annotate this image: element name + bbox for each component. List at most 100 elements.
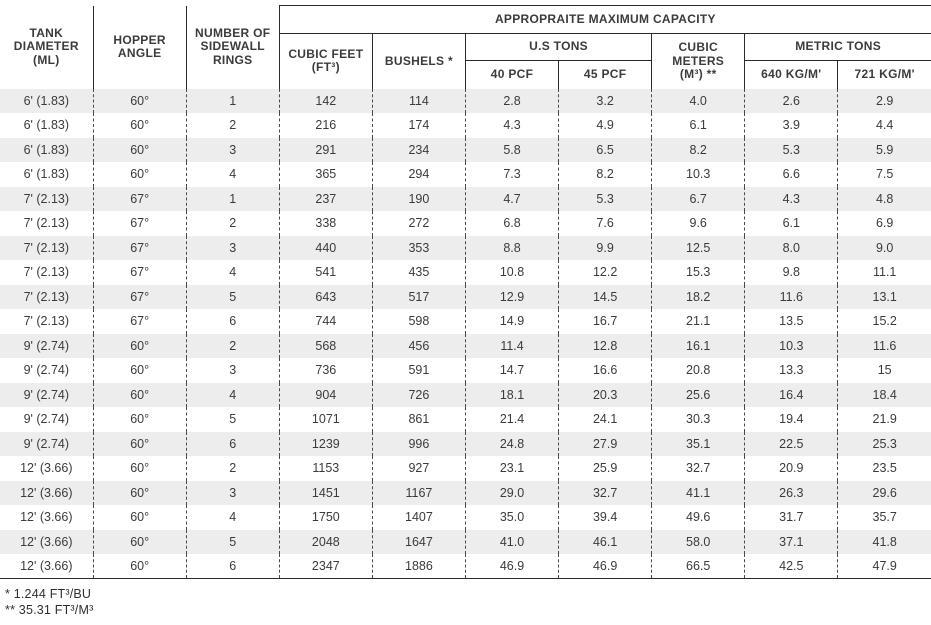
table-cell: 19.4 <box>744 407 838 432</box>
table-cell: 46.9 <box>558 554 652 579</box>
table-cell: 5.9 <box>837 137 931 162</box>
footnotes: * 1.244 FT³/BU ** 35.31 FT³/M³ <box>0 586 931 618</box>
table-cell: 60° <box>92 480 187 505</box>
table-cell: 1 <box>185 186 280 211</box>
header-hopper-angle: HOPPER ANGLE <box>92 5 187 89</box>
header-bushels: BUSHELS * <box>371 33 466 89</box>
capacity-table: TANK DIAMETER (ML) HOPPER ANGLE NUMBER O… <box>0 5 931 579</box>
table-row: 7' (2.13) 67° 4 541 435 10.8 12.2 15.3 9.8 11.1 <box>0 260 931 285</box>
table-cell: 4 <box>185 162 280 187</box>
table-cell: 8.2 <box>558 162 652 187</box>
table-cell: 6.7 <box>651 186 745 211</box>
table-cell: 42.5 <box>744 554 838 579</box>
table-cell: 6.6 <box>744 162 838 187</box>
table-cell: 1153 <box>278 456 373 481</box>
header-640-kg: 640 KG/M' <box>744 60 838 89</box>
table-cell: 2 <box>185 113 280 138</box>
table-cell: 12.5 <box>651 235 745 260</box>
capacity-table-page: TANK DIAMETER (ML) HOPPER ANGLE NUMBER O… <box>0 5 931 625</box>
table-cell: 6 <box>185 309 280 334</box>
table-cell: 18.4 <box>837 382 931 407</box>
table-cell: 174 <box>371 113 466 138</box>
table-cell: 744 <box>278 309 373 334</box>
table-cell: 12' (3.66) <box>0 554 94 579</box>
table-cell: 4.0 <box>651 88 745 113</box>
table-cell: 2.6 <box>744 88 838 113</box>
table-cell: 9.9 <box>558 235 652 260</box>
table-cell: 1647 <box>371 529 466 554</box>
table-cell: 927 <box>371 456 466 481</box>
table-row: 9' (2.74) 60° 5 1071 861 21.4 24.1 30.3 19.4 21.9 <box>0 407 931 432</box>
table-cell: 6.9 <box>837 211 931 236</box>
table-cell: 541 <box>278 260 373 285</box>
table-cell: 67° <box>92 309 187 334</box>
table-cell: 60° <box>92 431 187 456</box>
table-cell: 736 <box>278 358 373 383</box>
table-cell: 13.5 <box>744 309 838 334</box>
header-tank-diameter: TANK DIAMETER (ML) <box>0 5 94 89</box>
table-cell: 31.7 <box>744 505 838 530</box>
table-cell: 41.1 <box>651 480 745 505</box>
table-cell: 4 <box>185 260 280 285</box>
table-cell: 12' (3.66) <box>20 534 73 549</box>
table-row: 12' (3.66) 60° 3 1451 1167 29.0 32.7 41.1 26.3 29… <box>0 480 931 505</box>
table-cell: 861 <box>371 407 466 432</box>
table-cell: 2 <box>185 333 280 358</box>
table-cell: 13.3 <box>744 358 838 383</box>
table-cell: 4 <box>185 382 280 407</box>
table-cell: 4.9 <box>558 113 652 138</box>
table-cell: 294 <box>371 162 466 187</box>
table-row: 9' (2.74) 60° 3 736 591 14.7 16.6 20.8 13.3 15 <box>0 358 931 383</box>
table-row: 7' (2.13) 67° 3 440 353 8.8 9.9 12.5 8.0 9.0 <box>0 235 931 260</box>
table-cell: 24.1 <box>558 407 652 432</box>
table-cell: 25.6 <box>651 382 745 407</box>
table-cell: 11.4 <box>464 333 559 358</box>
table-cell: 1407 <box>371 505 466 530</box>
table-cell: 60° <box>92 358 187 383</box>
table-cell: 14.5 <box>558 284 652 309</box>
table-cell: 6.1 <box>651 113 745 138</box>
header-45-pcf: 45 PCF <box>558 60 652 89</box>
table-cell: 23.1 <box>464 456 559 481</box>
table-cell: 29.6 <box>837 480 931 505</box>
table-cell: 25.3 <box>837 431 931 456</box>
table-cell: 9' (2.74) <box>23 363 70 378</box>
table-cell: 32.7 <box>558 480 652 505</box>
table-cell: 6' (1.83) <box>23 118 70 133</box>
table-cell: 435 <box>371 260 466 285</box>
table-cell: 60° <box>92 554 187 579</box>
table-cell: 272 <box>371 211 466 236</box>
header-cubic-feet: CUBIC FEET (FT³) <box>278 33 373 89</box>
table-cell: 5.8 <box>464 137 559 162</box>
table-cell: 6.1 <box>744 211 838 236</box>
table-cell: 9' (2.74) <box>23 387 70 402</box>
table-row: 12' (3.66) 60° 6 2347 1886 46.9 46.9 66.5 42.5 47… <box>0 554 931 579</box>
table-cell: 5 <box>185 529 280 554</box>
table-cell: 67° <box>92 235 187 260</box>
table-cell: 12.9 <box>464 284 559 309</box>
table-cell: 16.4 <box>744 382 838 407</box>
table-cell: 16.6 <box>558 358 652 383</box>
table-cell: 4.3 <box>744 186 838 211</box>
table-cell: 643 <box>278 284 373 309</box>
table-cell: 9' (2.74) <box>23 436 70 451</box>
table-cell: 1451 <box>278 480 373 505</box>
table-cell: 15 <box>837 358 931 383</box>
table-row: 6' (1.83) 60° 2 216 174 4.3 4.9 6.1 3.9 4.4 <box>0 113 931 138</box>
table-cell: 2 <box>185 456 280 481</box>
table-cell: 7.3 <box>464 162 559 187</box>
table-cell: 18.2 <box>651 284 745 309</box>
table-cell: 9' (2.74) <box>23 412 70 427</box>
table-cell: 4.7 <box>464 186 559 211</box>
table-cell: 6' (1.83) <box>23 93 70 108</box>
table-cell: 456 <box>371 333 466 358</box>
table-cell: 190 <box>371 186 466 211</box>
table-cell: 4.4 <box>837 113 931 138</box>
table-cell: 27.9 <box>558 431 652 456</box>
table-cell: 6' (1.83) <box>23 142 70 157</box>
table-row: 12' (3.66) 60° 2 1153 927 23.1 25.9 32.7 20.9 23.… <box>0 456 931 481</box>
table-cell: 3 <box>185 480 280 505</box>
table-cell: 996 <box>371 431 466 456</box>
table-cell: 1239 <box>278 431 373 456</box>
table-cell: 47.9 <box>837 554 931 579</box>
